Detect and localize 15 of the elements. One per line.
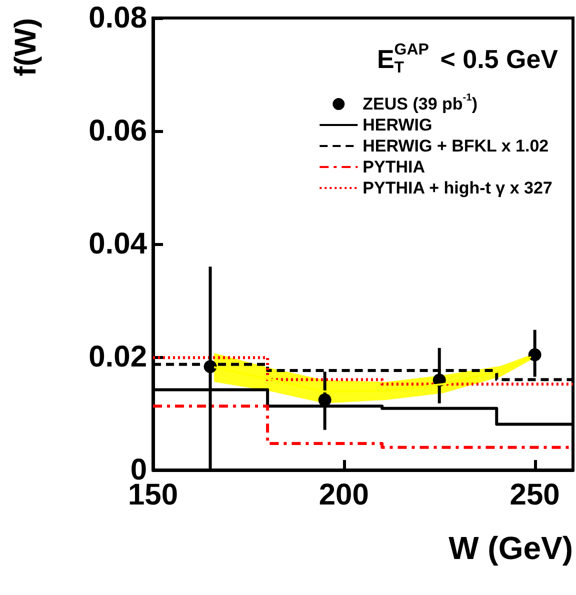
legend-label: HERWIG + BFKL x 1.02: [362, 136, 549, 156]
legend-label: HERWIG: [362, 116, 432, 135]
y-tick-label: 0.06: [88, 114, 147, 148]
point: [528, 348, 542, 362]
point: [204, 360, 217, 374]
point: [318, 393, 332, 406]
y-axis-title: f(W): [10, 18, 42, 76]
y-tick-label: 0.02: [88, 340, 147, 374]
y-tick-label: 0.04: [88, 228, 148, 260]
x-tick-label: 200: [318, 478, 369, 512]
x-axis-title: W (GeV): [448, 530, 573, 566]
y-tick-label: 0.08: [88, 2, 147, 34]
legend-label: PYTHIA: [362, 158, 425, 177]
legend-label: PYTHIA + high-t γ x 327: [362, 178, 552, 198]
x-tick-label: 250: [510, 478, 560, 512]
